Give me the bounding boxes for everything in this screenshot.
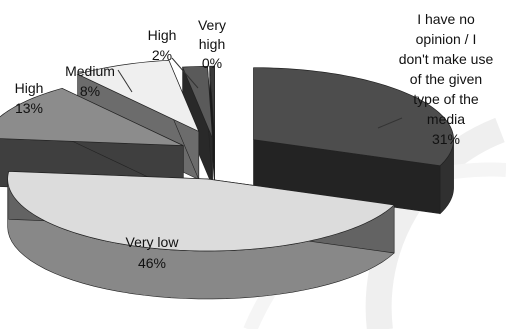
background-arc — [365, 117, 505, 329]
leader-line — [209, 75, 213, 93]
slice-label: Very high 0% — [198, 17, 226, 71]
slice-top — [253, 67, 454, 167]
slice-label: Medium 8% — [65, 63, 115, 99]
slice-label: High 13% — [15, 80, 44, 116]
pie-slice — [7, 170, 395, 300]
pie-slice — [253, 67, 454, 215]
slice-label: High 2% — [148, 27, 177, 63]
leader-line — [117, 69, 133, 93]
slice-top — [7, 170, 395, 252]
pie-slice — [182, 65, 213, 187]
slice-label: Very low 46% — [126, 234, 180, 271]
leader-line — [171, 57, 199, 89]
slice-top — [182, 65, 213, 139]
leader-line — [377, 117, 403, 129]
slice-top — [0, 87, 184, 146]
slice-top — [76, 59, 200, 133]
